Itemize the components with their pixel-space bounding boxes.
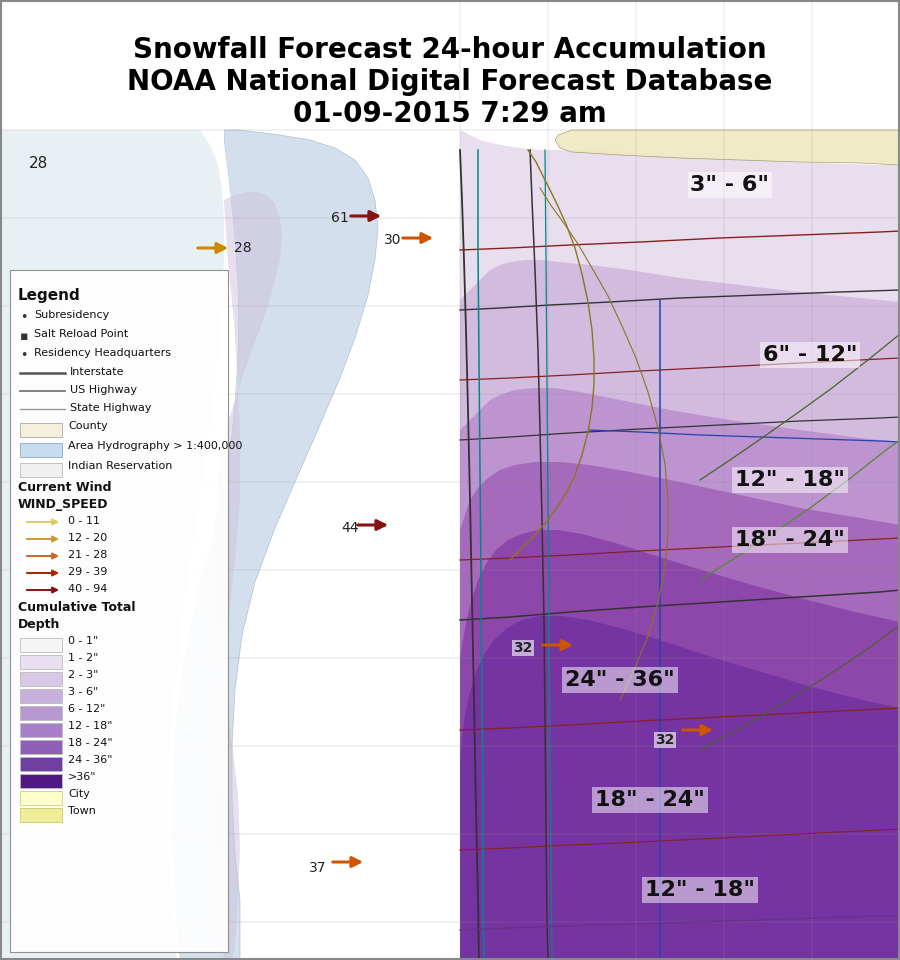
Polygon shape <box>555 130 900 165</box>
Text: Residency Headquarters: Residency Headquarters <box>34 348 171 358</box>
Bar <box>20 808 62 822</box>
Polygon shape <box>460 462 900 960</box>
Text: 6" - 12": 6" - 12" <box>763 345 857 365</box>
Text: ▪: ▪ <box>20 330 29 343</box>
Text: County: County <box>68 421 108 431</box>
Text: 28: 28 <box>29 156 48 171</box>
Text: 1 - 2": 1 - 2" <box>68 653 98 663</box>
Bar <box>10 270 228 952</box>
Text: 29 - 39: 29 - 39 <box>68 567 107 577</box>
Bar <box>20 423 62 437</box>
Text: 44: 44 <box>341 521 359 535</box>
Polygon shape <box>460 388 900 960</box>
Bar <box>20 791 62 805</box>
Text: 6 - 12": 6 - 12" <box>68 704 105 714</box>
Polygon shape <box>215 192 282 960</box>
Bar <box>20 655 62 669</box>
Text: 21 - 28: 21 - 28 <box>68 550 107 560</box>
Bar <box>20 672 62 686</box>
Text: Area Hydrography > 1:400,000: Area Hydrography > 1:400,000 <box>68 441 242 451</box>
Bar <box>20 774 62 788</box>
Bar <box>20 723 62 737</box>
Polygon shape <box>460 616 900 960</box>
Text: 3" - 6": 3" - 6" <box>690 175 770 195</box>
Bar <box>20 689 62 703</box>
Text: US Highway: US Highway <box>70 385 137 395</box>
Text: 61: 61 <box>331 211 349 225</box>
Text: Salt Reload Point: Salt Reload Point <box>34 329 128 339</box>
Polygon shape <box>460 130 900 960</box>
Text: 40 - 94: 40 - 94 <box>68 584 107 594</box>
Text: 12" - 18": 12" - 18" <box>645 880 755 900</box>
Text: 12 - 18": 12 - 18" <box>68 721 112 731</box>
Text: Legend: Legend <box>18 288 81 303</box>
Text: Depth: Depth <box>18 618 60 631</box>
Bar <box>20 740 62 754</box>
Text: 30: 30 <box>384 233 401 247</box>
Text: 0 - 1": 0 - 1" <box>68 636 98 646</box>
Polygon shape <box>460 530 900 960</box>
Text: 32: 32 <box>655 733 675 747</box>
Text: 24 - 36": 24 - 36" <box>68 755 112 765</box>
Text: 12 - 20: 12 - 20 <box>68 533 107 543</box>
Bar <box>20 706 62 720</box>
Text: Current Wind: Current Wind <box>18 481 112 494</box>
Text: Interstate: Interstate <box>70 367 124 377</box>
Text: •: • <box>20 349 27 362</box>
Text: 2 - 3": 2 - 3" <box>68 670 98 680</box>
Bar <box>20 463 62 477</box>
Text: 3 - 6": 3 - 6" <box>68 687 98 697</box>
Text: City: City <box>68 789 90 799</box>
Polygon shape <box>460 260 900 960</box>
Bar <box>20 443 62 457</box>
Text: Subresidency: Subresidency <box>34 310 109 320</box>
Text: 24" - 36": 24" - 36" <box>565 670 675 690</box>
Polygon shape <box>0 130 224 960</box>
Polygon shape <box>0 130 238 960</box>
Text: 0 - 11: 0 - 11 <box>68 516 100 526</box>
Text: Indian Reservation: Indian Reservation <box>68 461 173 471</box>
Text: WIND_SPEED: WIND_SPEED <box>18 498 109 511</box>
Text: 18" - 24": 18" - 24" <box>735 530 845 550</box>
Text: State Highway: State Highway <box>70 403 151 413</box>
Text: 28: 28 <box>234 241 252 255</box>
Text: Snowfall Forecast 24-hour Accumulation: Snowfall Forecast 24-hour Accumulation <box>133 36 767 64</box>
Text: 12" - 18": 12" - 18" <box>735 470 845 490</box>
Text: Town: Town <box>68 806 96 816</box>
Text: NOAA National Digital Forecast Database: NOAA National Digital Forecast Database <box>127 68 773 96</box>
Text: •: • <box>20 311 27 324</box>
Text: 01-09-2015 7:29 am: 01-09-2015 7:29 am <box>293 100 607 128</box>
Text: 32: 32 <box>513 641 533 655</box>
Text: Cumulative Total: Cumulative Total <box>18 601 136 614</box>
Bar <box>20 638 62 652</box>
Polygon shape <box>172 130 378 960</box>
Text: 37: 37 <box>310 861 327 875</box>
Text: >36": >36" <box>68 772 96 782</box>
Text: 18 - 24": 18 - 24" <box>68 738 112 748</box>
Text: 18" - 24": 18" - 24" <box>595 790 705 810</box>
Bar <box>20 757 62 771</box>
